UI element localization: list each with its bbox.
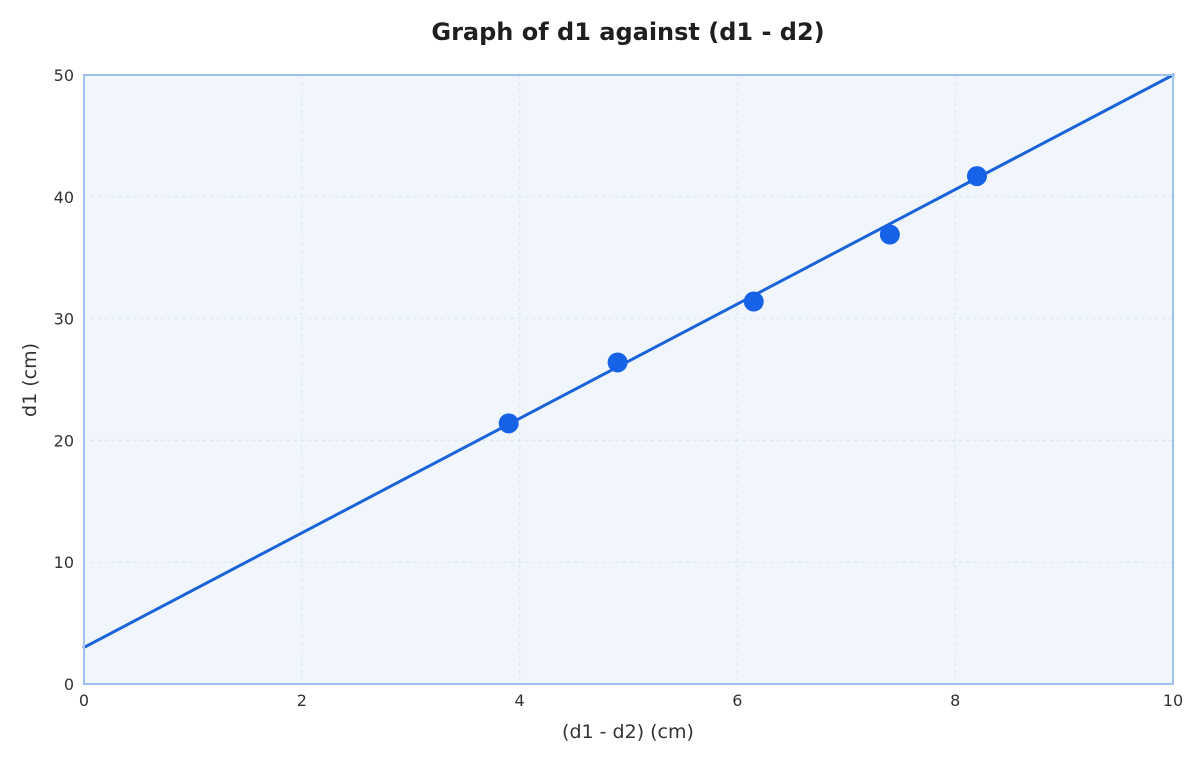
x-tick-labels: 0 2 4 6 8 10 bbox=[79, 691, 1183, 710]
data-point bbox=[607, 352, 628, 373]
y-tick-label: 50 bbox=[54, 66, 74, 85]
x-tick-label: 10 bbox=[1163, 691, 1183, 710]
x-tick-label: 4 bbox=[515, 691, 525, 710]
chart-title: Graph of d1 against (d1 - d2) bbox=[431, 18, 824, 46]
data-point bbox=[743, 291, 764, 312]
y-axis-label: d1 (cm) bbox=[19, 343, 41, 417]
y-tick-label: 30 bbox=[54, 310, 74, 329]
y-tick-label: 20 bbox=[54, 431, 74, 450]
data-point bbox=[966, 166, 987, 187]
data-points bbox=[498, 166, 987, 434]
data-point bbox=[879, 224, 900, 245]
fit-line-group bbox=[82, 73, 1175, 649]
y-tick-label: 10 bbox=[54, 553, 74, 572]
plot-area bbox=[84, 75, 1173, 684]
x-tick-label: 6 bbox=[732, 691, 742, 710]
plot-border bbox=[83, 74, 1174, 685]
y-tick-label: 40 bbox=[54, 188, 74, 207]
fit-line bbox=[82, 73, 1175, 649]
x-axis-label: (d1 - d2) (cm) bbox=[562, 721, 694, 743]
data-point bbox=[498, 413, 519, 434]
y-tick-labels: 0 10 20 30 40 50 bbox=[54, 66, 74, 694]
x-tick-label: 8 bbox=[950, 691, 960, 710]
y-tick-label: 0 bbox=[64, 675, 74, 694]
x-tick-label: 0 bbox=[79, 691, 89, 710]
x-tick-label: 2 bbox=[297, 691, 307, 710]
